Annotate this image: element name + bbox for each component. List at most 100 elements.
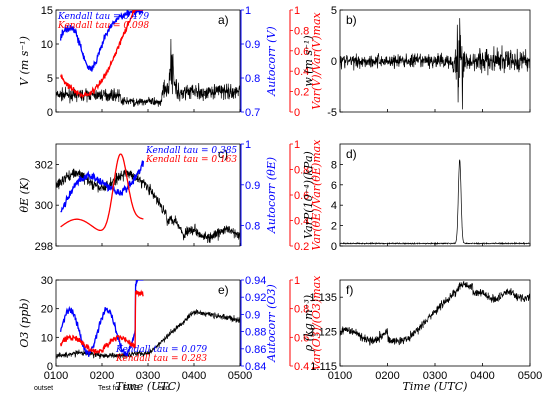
y-axis-label: V (m s⁻¹): [18, 36, 31, 86]
blue-tick-label: 1: [245, 5, 251, 17]
y-tick-label: 2: [331, 221, 337, 233]
y-tick-label: 302: [35, 159, 53, 171]
x-tick-label: 0400: [470, 370, 494, 382]
blue-tick-label: 0.94: [245, 275, 266, 287]
series-line: [340, 159, 530, 246]
blue-tick-label: 0.8: [245, 221, 260, 233]
red-tick-label: 0.6: [294, 332, 309, 344]
x-tick-label: 0300: [136, 370, 160, 382]
y-tick-label: 298: [35, 241, 53, 253]
y-axis-label: O3 (ppb): [18, 298, 31, 347]
y-tick-label: 10: [41, 39, 53, 51]
autocorr-line: [59, 10, 144, 72]
blue-axis-label: Autocorr (V): [265, 26, 278, 96]
panel-b: -5 0 5 w (m s⁻¹) b): [302, 5, 531, 119]
red-tick-label: 0.4: [294, 66, 309, 78]
y-tick-label: 0: [47, 361, 53, 373]
red-tick-label: 0.8: [294, 25, 309, 37]
blue-axis-label: Autocorr (θE): [265, 157, 278, 234]
x-tick-label: 0200: [90, 370, 114, 382]
variance-line: [60, 153, 144, 232]
red-axis-label: Var(V)/Var(V)max: [310, 11, 323, 109]
blue-tick-label: 0.8: [245, 73, 260, 85]
autocorr-line: [60, 160, 145, 213]
blue-tick-label: 0.9: [245, 180, 260, 192]
red-axis-label: Var(O3)/(O3)max: [310, 275, 323, 371]
blue-tick-label: 1: [245, 139, 251, 151]
panel-label: b): [346, 13, 357, 27]
series-line: [340, 18, 530, 110]
y-axis-label: ρ (kg m⁻³): [302, 295, 315, 352]
kendall-label: Kendall tau = 0.163: [145, 155, 237, 165]
red-tick-label: 0.4: [294, 361, 309, 373]
y-tick-label: 8: [331, 159, 337, 171]
x-axis-label-right: Time (UTC): [403, 380, 468, 393]
red-tick-label: 0.6: [294, 190, 309, 202]
series-line: [56, 38, 240, 107]
x-tick-label: 0100: [44, 370, 68, 382]
indicator-series: [59, 280, 144, 357]
variance-line: [59, 289, 144, 356]
blue-tick-label: 0.92: [245, 292, 266, 304]
y-tick-label: 20: [41, 304, 53, 316]
indicator-series: [60, 153, 145, 232]
black-series: [340, 159, 530, 246]
blue-tick-label: 0.9: [245, 39, 260, 51]
y-tick-label: 15: [41, 5, 53, 17]
black-series: [56, 38, 240, 107]
y-tick-label: 1.135: [309, 292, 337, 304]
y-tick-label: 0: [47, 107, 53, 119]
axes-box: [339, 143, 531, 247]
annotation-label: Test for EWS: [98, 385, 139, 392]
black-series: [340, 280, 530, 346]
y-tick-label: 1.125: [309, 327, 337, 339]
panel-d: 0 2 4 6 8 VarP(10⁻⁴)(kPa) d): [302, 143, 531, 253]
y-axis-label: VarP(10⁻⁴)(kPa): [302, 151, 315, 239]
black-series: [340, 18, 530, 110]
y-tick-label: 300: [35, 200, 53, 212]
red-tick-label: 1: [294, 275, 300, 287]
x-tick-label: 0200: [375, 370, 399, 382]
kendall-label: Kendall tau = 0.385: [145, 146, 237, 156]
panel-c: 298 300 302 θE (K) c) 0.8 0.9 1 Autocorr (θE) 0.2…: [18, 139, 323, 253]
y-tick-label: 10: [41, 332, 53, 344]
variance-line: [59, 10, 144, 99]
blue-axis-label: Autocorr (O3): [265, 284, 278, 362]
red-tick-label: 1: [294, 139, 300, 151]
kendall-label: Kendall tau = 0.079: [115, 345, 207, 355]
y-tick-label: 30: [41, 275, 53, 287]
red-tick-label: 0.4: [294, 216, 309, 228]
y-tick-label: -5: [327, 107, 337, 119]
blue-tick-label: 0.88: [245, 327, 266, 339]
panel-label: a): [218, 13, 229, 27]
kendall-label: Kendall tau = 0.283: [115, 354, 207, 364]
panel-label: c): [218, 147, 228, 161]
red-tick-label: 0: [294, 107, 300, 119]
kendall-label: Kendall tau = 0.098: [57, 21, 149, 31]
red-tick-label: 1: [294, 5, 300, 17]
y-tick-label: 6: [331, 180, 337, 192]
red-tick-label: 0.8: [294, 165, 309, 177]
y-tick-label: 0: [331, 241, 337, 253]
y-tick-label: 1.115: [310, 361, 337, 373]
y-tick-label: 5: [331, 5, 337, 17]
panel-label: e): [218, 283, 229, 297]
panel-label: f): [346, 283, 353, 297]
red-tick-label: 0.2: [294, 87, 309, 99]
black-series: [56, 168, 240, 244]
x-tick-label: 0100: [328, 370, 352, 382]
y-tick-label: 4: [331, 200, 337, 212]
x-tick-label: 0300: [423, 370, 447, 382]
x-tick-label: 0500: [228, 370, 252, 382]
annotation-label: end: [158, 385, 170, 392]
y-axis-label: θE (K): [18, 178, 31, 213]
y-axis-label: w (m s⁻¹): [302, 35, 315, 86]
red-tick-label: 0.6: [294, 46, 309, 58]
blue-tick-label: 0.7: [245, 107, 260, 119]
red-axis-label: Var(θE)/Var(θE)max: [310, 139, 323, 251]
x-axis-label-left: Time (UTC): [116, 380, 181, 393]
blue-tick-label: 0.84: [245, 361, 266, 373]
